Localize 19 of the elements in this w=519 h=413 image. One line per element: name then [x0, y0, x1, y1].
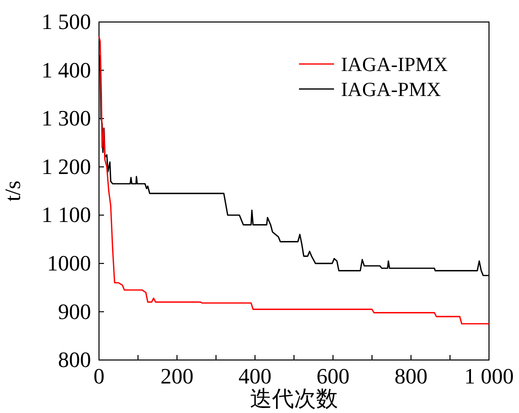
legend-label: IAGA-PMX — [341, 79, 442, 101]
x-tick-label: 800 — [394, 364, 428, 389]
y-tick-label: 1 300 — [42, 106, 91, 131]
y-axis-title: t/s — [0, 180, 25, 202]
y-tick-label: 900 — [58, 298, 91, 324]
line-series — [98, 36, 490, 324]
x-tick-label: 1 000 — [464, 364, 514, 389]
y-tick-label: 1 500 — [42, 9, 91, 34]
x-axis-title: 迭代次数 — [250, 386, 338, 411]
x-tick-label: 400 — [238, 364, 272, 389]
x-tick-label: 600 — [316, 364, 350, 389]
y-tick-label: 1 400 — [42, 57, 91, 82]
y-tick-label: 1000 — [47, 250, 91, 276]
x-tick-label: 0 — [94, 364, 104, 389]
legend-label: IAGA-IPMX — [341, 54, 448, 76]
x-tick-label: 200 — [160, 364, 194, 389]
y-tick-label: 1 200 — [42, 154, 91, 179]
y-tick-label: 1 100 — [42, 202, 91, 228]
y-tick-label: 800 — [58, 347, 91, 372]
